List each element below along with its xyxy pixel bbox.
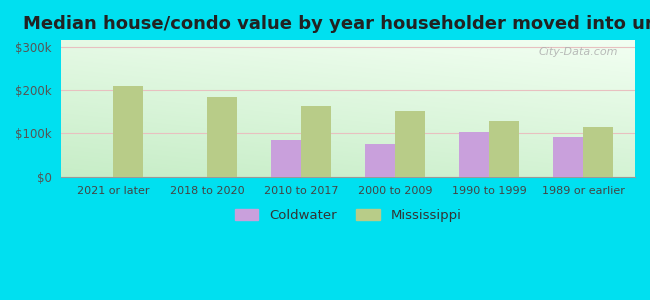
Bar xyxy=(395,111,425,177)
Title: Median house/condo value by year householder moved into unit: Median house/condo value by year househo… xyxy=(23,15,650,33)
Bar xyxy=(459,132,489,177)
Bar xyxy=(553,137,583,177)
Bar xyxy=(365,144,395,177)
Bar xyxy=(207,97,237,177)
Text: City-Data.com: City-Data.com xyxy=(538,47,617,57)
Bar xyxy=(583,127,614,177)
Legend: Coldwater, Mississippi: Coldwater, Mississippi xyxy=(229,203,467,227)
Bar xyxy=(301,106,332,177)
Bar xyxy=(271,140,301,177)
Bar xyxy=(489,121,519,177)
Bar xyxy=(113,85,143,177)
